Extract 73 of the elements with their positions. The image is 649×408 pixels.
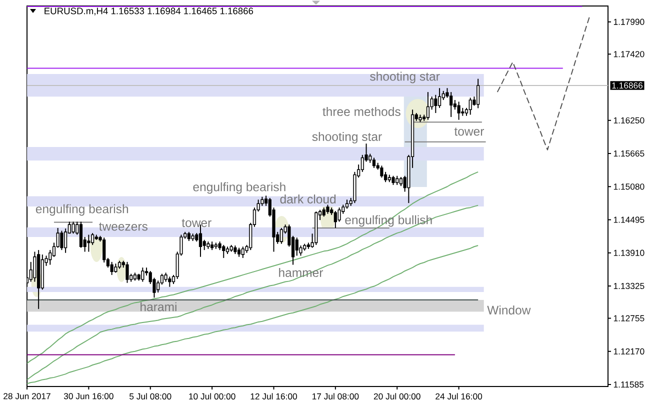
annotation: tower (182, 219, 212, 228)
annotation: Window (487, 305, 531, 315)
candlestick (241, 246, 244, 258)
candlestick (457, 101, 460, 120)
candlestick (438, 88, 442, 108)
chart-title: EURUSD.m,H4 1.16533 1.16984 1.16465 1.16866 (44, 8, 254, 16)
candlestick (295, 237, 298, 256)
line-series (496, 15, 590, 150)
y-tick-label: 1.13325 (614, 282, 644, 290)
candlestick (399, 176, 403, 187)
candlestick (102, 237, 106, 263)
candlestick (168, 276, 172, 288)
candlestick (79, 221, 83, 248)
candlestick (48, 250, 52, 266)
x-tick-label: 5 Jul 08:00 (130, 393, 172, 400)
candlestick (90, 232, 94, 246)
candlestick (392, 175, 395, 186)
candlestick (468, 97, 472, 116)
candlestick (60, 230, 64, 251)
candlestick (368, 153, 372, 164)
candlestick (334, 210, 337, 228)
annotation: harami (140, 302, 176, 312)
candlestick (222, 244, 226, 258)
y-tick-label: 1.15080 (614, 184, 644, 190)
x-tick-label: 30 Jun 16:00 (64, 393, 114, 400)
annotation: tweezers (99, 222, 148, 231)
candlestick (426, 92, 430, 120)
x-tick-label: 12 Jul 16:00 (250, 393, 297, 400)
ref-line-label: 1.16866 (612, 82, 643, 89)
candlestick (64, 228, 68, 254)
y-tick-label: 1.14495 (614, 216, 644, 223)
y-tick-label: 1.17990 (614, 18, 644, 25)
annotation: shooting star (370, 72, 440, 84)
annotation: tower (454, 128, 484, 136)
candlestick (384, 171, 388, 183)
annotation: three methods (322, 106, 400, 116)
y-tick-label: 1.16250 (614, 117, 644, 124)
candlestick (434, 94, 438, 114)
candlestick (450, 92, 453, 118)
annotation: engulfing bearish (193, 182, 286, 194)
candlestick (280, 227, 284, 244)
candlestick (187, 231, 190, 242)
candlestick (322, 207, 326, 218)
candlestick (114, 263, 118, 274)
candlestick (126, 261, 129, 284)
candlestick (380, 165, 384, 178)
y-tick-label: 1.15665 (614, 150, 644, 157)
x-tick-label: 28 Jun 2017 (4, 393, 50, 400)
y-tick-label: 1.11585 (614, 381, 644, 388)
candlestick (72, 221, 75, 234)
candlestick (237, 247, 241, 258)
candlestick (345, 199, 349, 210)
annotation: engulfing bearish (36, 204, 128, 216)
y-tick-label: 1.17420 (614, 51, 644, 58)
y-tick-label: 1.12755 (614, 315, 644, 322)
x-tick-label: 20 Jul 00:00 (374, 393, 420, 400)
x-tick-label: 24 Jul 16:00 (436, 393, 482, 400)
annotation: dark cloud (280, 194, 336, 204)
y-tick-label: 1.12170 (614, 348, 644, 354)
candlestick (110, 261, 114, 276)
candlestick (372, 157, 376, 168)
x-tick-label: 10 Jul 00:00 (189, 393, 236, 400)
annotation: shooting star (312, 132, 382, 144)
candlestick (87, 234, 90, 252)
x-tick-label: 17 Jul 08:00 (312, 393, 359, 400)
y-tick-label: 1.13910 (614, 250, 644, 256)
candlestick (360, 154, 364, 172)
line-series (27, 204, 479, 380)
candlestick (326, 204, 330, 214)
candlestick (476, 78, 480, 109)
candlestick (141, 267, 144, 282)
candlestick (453, 99, 457, 110)
candlestick (396, 175, 399, 186)
